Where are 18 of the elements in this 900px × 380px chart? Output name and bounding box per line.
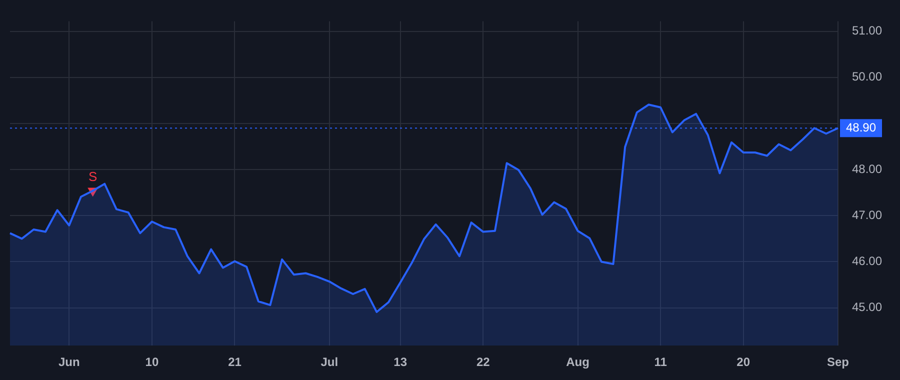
x-tick-label: 10 [145,355,159,370]
x-tick-label: 21 [228,355,242,370]
x-tick-label: 11 [654,355,668,370]
y-tick-label: 50.00 [852,70,882,84]
y-tick-label: 47.00 [852,208,882,222]
x-tick-label: Aug [566,355,590,370]
y-tick-label: 48.00 [852,162,882,176]
series-label: S [88,168,98,184]
x-tick-label: Jun [58,355,80,370]
ref-line-label: 48.90 [846,120,876,134]
y-tick-label: 46.00 [852,254,882,268]
x-tick-label: Jul [320,355,338,370]
y-tick-label: 45.00 [852,300,882,314]
y-tick-label: 51.00 [852,24,882,38]
x-tick-label: Sep [826,355,849,370]
x-tick-label: 22 [476,355,490,370]
x-tick-label: 20 [736,355,750,370]
x-tick-label: 13 [394,355,408,370]
